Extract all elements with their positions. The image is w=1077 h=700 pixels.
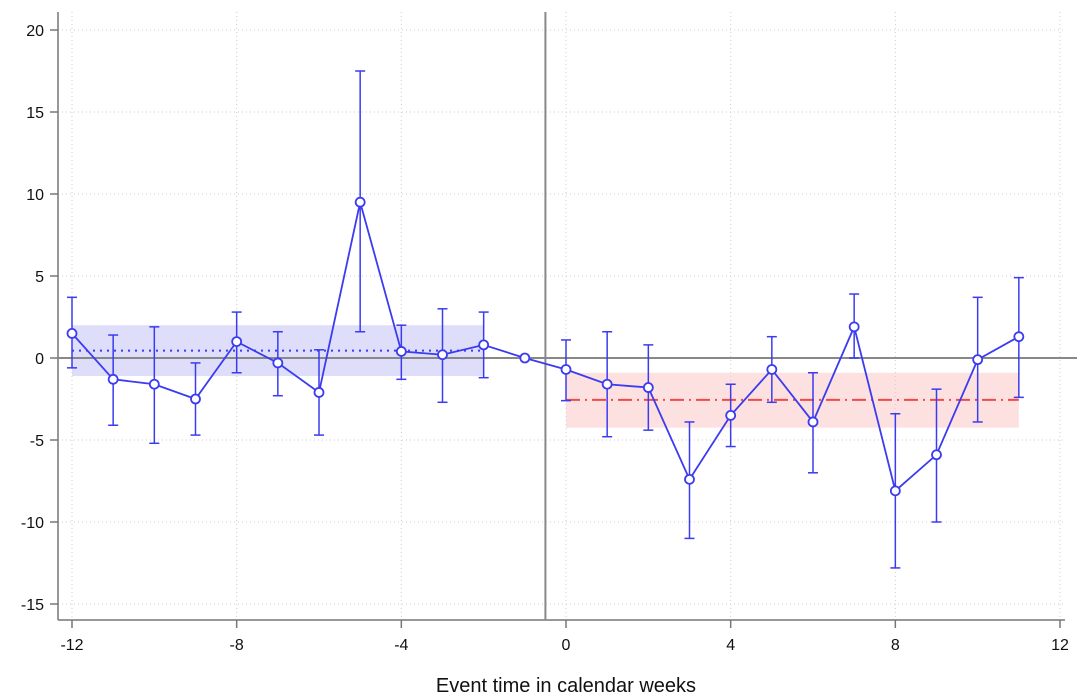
- x-axis-title: Event time in calendar weeks: [436, 675, 696, 697]
- y-tick-label: -10: [21, 515, 44, 532]
- axes: [50, 12, 1077, 628]
- data-point: [725, 409, 737, 421]
- y-tick-label: 0: [35, 351, 44, 368]
- data-point: [148, 378, 160, 390]
- y-tick-label: 15: [26, 105, 44, 122]
- x-tick-label: -4: [394, 637, 408, 654]
- x-tick-label: 8: [891, 637, 900, 654]
- data-point: [931, 449, 942, 461]
- data-point: [437, 349, 448, 361]
- data-point: [684, 473, 695, 485]
- data-point: [272, 357, 284, 369]
- grid-lines: [58, 12, 1065, 620]
- y-tick-labels: -15 -10 -5 0 5 10 15 20: [21, 23, 44, 614]
- x-tick-labels: -12 -8 -4 0 4 8 12: [60, 637, 1069, 654]
- data-point: [601, 378, 613, 390]
- x-tick-label: 0: [562, 637, 571, 654]
- y-tick-label: -15: [21, 597, 44, 614]
- data-point: [766, 364, 778, 375]
- data-point: [478, 339, 490, 351]
- y-tick-label: -5: [30, 433, 44, 450]
- data-point: [1013, 331, 1025, 343]
- y-tick-label: 5: [35, 269, 44, 286]
- data-point: [190, 393, 201, 405]
- data-point: [519, 352, 531, 364]
- x-tick-label: -12: [60, 637, 83, 654]
- data-point: [395, 346, 407, 357]
- data-point: [972, 354, 984, 366]
- data-point: [66, 327, 78, 339]
- data-point: [231, 336, 243, 348]
- data-points: [66, 196, 1025, 497]
- reference-lines: [72, 349, 1019, 401]
- x-tick-label: 12: [1051, 637, 1069, 654]
- series-line: [71, 201, 1020, 493]
- data-point: [807, 416, 819, 428]
- data-point: [354, 196, 366, 208]
- data-point: [848, 321, 860, 333]
- data-point: [313, 387, 325, 398]
- data-point: [889, 485, 901, 497]
- y-tick-label: 20: [26, 23, 44, 40]
- data-point: [642, 382, 654, 393]
- series-line: [71, 201, 1020, 493]
- y-tick-label: 10: [26, 187, 44, 204]
- data-point: [560, 364, 572, 375]
- data-point: [107, 373, 119, 385]
- x-tick-label: -8: [230, 637, 244, 654]
- x-tick-label: 4: [726, 637, 735, 654]
